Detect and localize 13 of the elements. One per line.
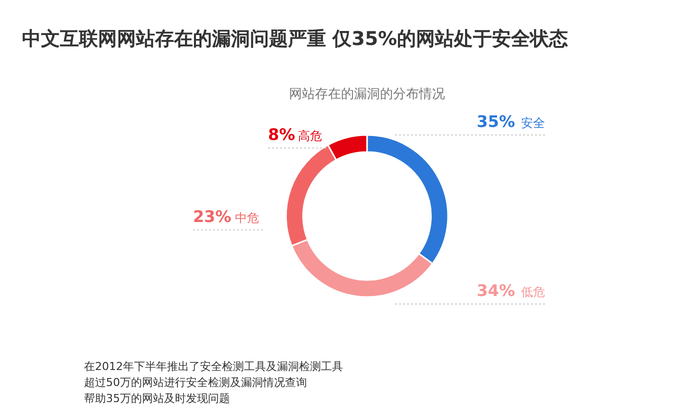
data-label: 8% (268, 125, 296, 144)
slice-label: 中危 (235, 211, 259, 225)
slice-label: 低危 (521, 285, 545, 299)
data-label: 34% (476, 281, 515, 300)
data-label: 35% (476, 112, 515, 131)
data-label: 23% (193, 207, 232, 226)
chart-subtitle: 网站存在的漏洞的分布情况 (289, 87, 445, 102)
slice-label: 安全 (521, 116, 545, 130)
slice-label: 高危 (298, 129, 322, 143)
text: 超过50万的网站进行安全检测及漏洞情况查询 (84, 376, 307, 389)
text: 在2012年下半年推出了安全检测工具及漏洞检测工具 (84, 360, 343, 373)
text: 帮助35万的网站及时发现问题 (84, 392, 230, 405)
chart-title: 中文互联网网站存在的漏洞问题严重 仅35%的网站处于安全状态 (22, 28, 568, 50)
